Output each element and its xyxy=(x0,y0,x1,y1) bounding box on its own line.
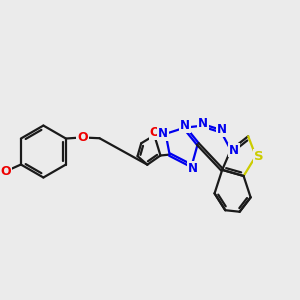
Text: N: N xyxy=(229,143,239,157)
Text: N: N xyxy=(188,162,198,175)
Text: S: S xyxy=(254,150,264,163)
Text: O: O xyxy=(0,165,11,178)
Text: N: N xyxy=(217,123,227,136)
Text: N: N xyxy=(158,127,168,140)
Text: O: O xyxy=(150,126,160,139)
Text: N: N xyxy=(180,119,190,132)
Text: O: O xyxy=(77,131,88,144)
Text: N: N xyxy=(198,117,208,130)
